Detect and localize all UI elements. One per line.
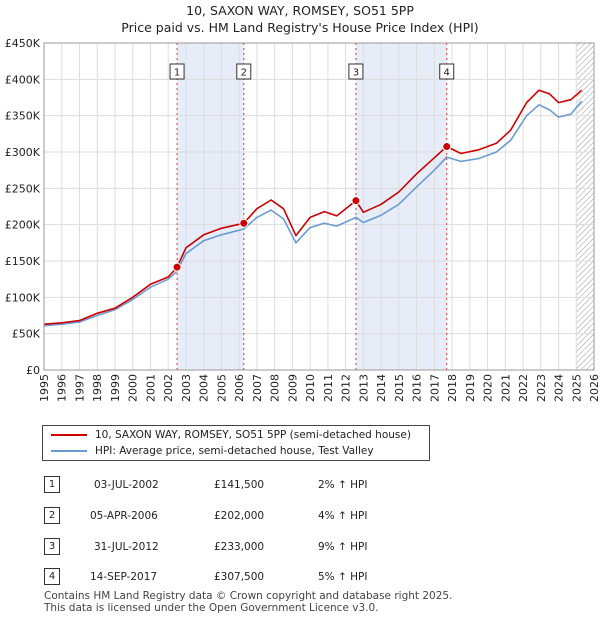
table-row: 4 14-SEP-2017 £307,500 5% ↑ HPI bbox=[42, 568, 462, 588]
sale-date: 14-SEP-2017 bbox=[90, 571, 158, 583]
x-tick-label: 2001 bbox=[144, 374, 157, 402]
x-tick-label: 1996 bbox=[56, 374, 69, 402]
x-tick-label: 2010 bbox=[304, 374, 317, 402]
sale-point bbox=[172, 262, 182, 272]
y-tick-label: £350K bbox=[5, 110, 41, 123]
x-tick-label: 2025 bbox=[570, 374, 583, 402]
sale-delta: 2% ↑ HPI bbox=[318, 479, 368, 491]
x-tick-label: 2012 bbox=[340, 374, 353, 402]
sale-price: £233,000 bbox=[214, 541, 265, 553]
x-tick-label: 2000 bbox=[127, 374, 140, 402]
x-tick-label: 2014 bbox=[375, 374, 388, 402]
chart-subtitle: Price paid vs. HM Land Registry's House … bbox=[121, 20, 479, 35]
y-tick-label: £450K bbox=[5, 37, 41, 50]
sale-label-text: 4 bbox=[444, 68, 450, 79]
x-tick-label: 2021 bbox=[499, 374, 512, 402]
plot-area bbox=[44, 43, 594, 370]
sale-label-text: 1 bbox=[174, 68, 180, 79]
x-tick-label: 1995 bbox=[38, 374, 51, 402]
sale-badge: 1 bbox=[44, 476, 60, 493]
series-line-property bbox=[43, 89, 583, 325]
sale-badge: 2 bbox=[44, 507, 60, 524]
legend-swatch-property bbox=[51, 434, 87, 436]
y-tick-label: £400K bbox=[5, 73, 41, 86]
x-tick-label: 2004 bbox=[198, 374, 211, 402]
legend-item-property: 10, SAXON WAY, ROMSEY, SO51 5PP (semi-de… bbox=[51, 427, 411, 443]
sale-label-box bbox=[439, 63, 455, 80]
x-tick-label: 2020 bbox=[482, 374, 495, 402]
sale-date: 31-JUL-2012 bbox=[94, 541, 159, 553]
sale-price: £307,500 bbox=[214, 571, 265, 583]
sale-label-box bbox=[169, 63, 185, 80]
price-chart: 1 2 3 4 £0 £50K £100K £150K £200K £250K £300K £350K… bbox=[5, 37, 600, 402]
shaded-period bbox=[355, 43, 447, 370]
sale-date: 05-APR-2006 bbox=[90, 510, 158, 522]
x-tick-label: 2013 bbox=[357, 374, 370, 402]
x-tick-label: 2019 bbox=[464, 374, 477, 402]
x-tick-label: 2002 bbox=[162, 374, 175, 402]
series-line-hpi bbox=[43, 100, 583, 327]
x-tick-label: 2024 bbox=[553, 374, 566, 402]
x-tick-label: 2007 bbox=[251, 374, 264, 402]
y-tick-label: £250K bbox=[5, 182, 41, 195]
sale-point bbox=[351, 196, 361, 206]
sale-label-box bbox=[348, 63, 364, 80]
chart-title: 10, SAXON WAY, ROMSEY, SO51 5PP bbox=[186, 3, 414, 18]
x-tick-label: 1999 bbox=[109, 374, 122, 402]
sale-delta: 4% ↑ HPI bbox=[318, 510, 368, 522]
plot-frame bbox=[43, 42, 595, 371]
x-tick-label: 2017 bbox=[428, 374, 441, 402]
x-tick-label: 2015 bbox=[393, 374, 406, 402]
sale-badge: 3 bbox=[44, 538, 60, 555]
x-tick-label: 2003 bbox=[180, 374, 193, 402]
x-tick-label: 2026 bbox=[588, 374, 600, 402]
sale-date: 03-JUL-2002 bbox=[94, 479, 159, 491]
table-row: 3 31-JUL-2012 £233,000 9% ↑ HPI bbox=[42, 538, 462, 558]
legend: 10, SAXON WAY, ROMSEY, SO51 5PP (semi-de… bbox=[42, 425, 430, 461]
legend-item-hpi: HPI: Average price, semi-detached house,… bbox=[51, 443, 374, 459]
x-tick-label: 1998 bbox=[91, 374, 104, 402]
forecast-hatch bbox=[576, 43, 594, 370]
sale-point bbox=[442, 142, 452, 152]
sale-badge: 4 bbox=[44, 568, 60, 585]
sale-point bbox=[239, 218, 249, 228]
y-tick-label: £0 bbox=[26, 364, 40, 377]
x-tick-label: 2016 bbox=[411, 374, 424, 402]
sale-price: £202,000 bbox=[214, 510, 265, 522]
legend-label-property: 10, SAXON WAY, ROMSEY, SO51 5PP (semi-de… bbox=[95, 429, 411, 441]
sale-delta: 9% ↑ HPI bbox=[318, 541, 368, 553]
sale-label-text: 3 bbox=[353, 68, 359, 79]
table-row: 1 03-JUL-2002 £141,500 2% ↑ HPI bbox=[42, 476, 462, 496]
sale-label-box bbox=[236, 63, 252, 80]
sale-delta: 5% ↑ HPI bbox=[318, 571, 368, 583]
shaded-period bbox=[177, 43, 244, 370]
y-tick-label: £150K bbox=[5, 255, 41, 268]
x-tick-label: 2023 bbox=[535, 374, 548, 402]
footer-licence: This data is licensed under the Open Gov… bbox=[44, 602, 379, 614]
x-tick-label: 2018 bbox=[446, 374, 459, 402]
y-tick-label: £300K bbox=[5, 146, 41, 159]
x-tick-label: 2011 bbox=[322, 374, 335, 402]
x-tick-label: 1997 bbox=[73, 374, 86, 402]
y-tick-label: £100K bbox=[5, 291, 41, 304]
x-tick-label: 2022 bbox=[517, 374, 530, 402]
legend-swatch-hpi bbox=[51, 450, 87, 452]
x-tick-label: 2008 bbox=[269, 374, 282, 402]
sale-label-text: 2 bbox=[241, 68, 247, 79]
x-tick-label: 2005 bbox=[215, 374, 228, 402]
x-tick-label: 2006 bbox=[233, 374, 246, 402]
x-tick-label: 2009 bbox=[286, 374, 299, 402]
table-row: 2 05-APR-2006 £202,000 4% ↑ HPI bbox=[42, 507, 462, 527]
legend-label-hpi: HPI: Average price, semi-detached house,… bbox=[95, 445, 374, 457]
y-tick-label: £200K bbox=[5, 219, 41, 232]
y-tick-label: £50K bbox=[12, 328, 41, 341]
footer-copyright: Contains HM Land Registry data © Crown c… bbox=[44, 590, 453, 602]
sale-price: £141,500 bbox=[214, 479, 265, 491]
